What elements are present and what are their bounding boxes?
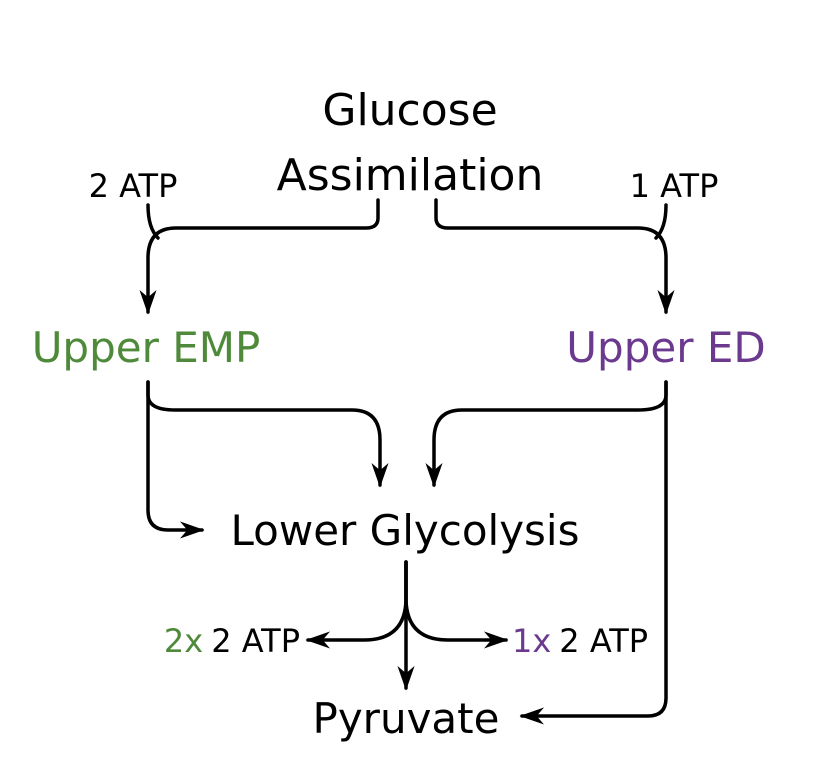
- pyruvate-label: Pyruvate: [313, 694, 500, 743]
- edge-glucose-to-upper-ed: [434, 198, 675, 315]
- ed-yield-value: 2 ATP: [559, 622, 648, 660]
- glucose-label-line1: Glucose: [322, 85, 497, 136]
- edge-upper-emp-to-lower-glycolysis: [146, 380, 389, 488]
- edge-upper-ed-to-lower-glycolysis: [425, 380, 668, 488]
- emp-atp-yield-label: 2x 2 ATP: [164, 622, 300, 660]
- emp-atp-cost-label: 2 ATP: [89, 167, 178, 205]
- glucose-label-line2: Assimilation: [277, 150, 544, 201]
- ed-atp-yield-label: 1x 2 ATP: [512, 622, 648, 660]
- lower-glycolysis-label: Lower Glycolysis: [231, 506, 580, 555]
- edge-emp-atp-input: [146, 203, 160, 240]
- edge-ed-atp-input: [654, 203, 668, 240]
- emp-yield-value: 2 ATP: [211, 622, 300, 660]
- edge-glucose-to-upper-emp: [139, 198, 380, 315]
- upper-ed-label: Upper ED: [566, 323, 765, 372]
- edge-upper-ed-to-pyruvate: [519, 380, 668, 725]
- edge-lower-glycolysis-to-emp-yield: [305, 560, 408, 649]
- ed-yield-multiplier: 1x: [512, 622, 551, 660]
- ed-atp-cost-label: 1 ATP: [630, 167, 719, 205]
- emp-yield-multiplier: 2x: [164, 622, 203, 660]
- edge-upper-emp-side-to-lower-glycolysis: [146, 380, 205, 539]
- upper-emp-label: Upper EMP: [32, 323, 261, 372]
- edge-lower-glycolysis-to-ed-yield: [404, 560, 509, 649]
